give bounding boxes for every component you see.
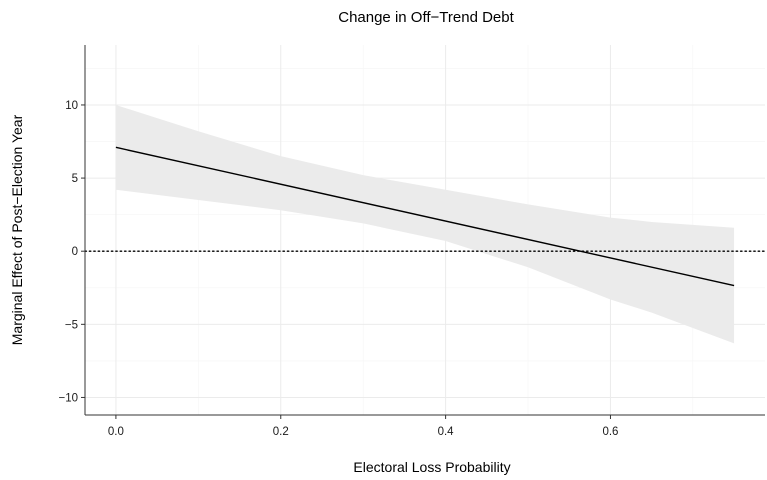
y-tick-label: 10 xyxy=(65,100,78,112)
series-line xyxy=(115,146,735,287)
confidence-band xyxy=(115,104,735,344)
x-tick-label: 0.4 xyxy=(438,426,455,438)
y-axis-title: Marginal Effect of Post−Election Year xyxy=(9,114,25,345)
plot-area xyxy=(84,45,766,415)
y-tick-label: −5 xyxy=(65,319,78,331)
axes: 10 5 0 −5 −10 0.0 0.2 0.4 0.6 xyxy=(58,45,765,438)
x-axis-title: Electoral Loss Probability xyxy=(353,459,510,475)
x-tick-label: 0.2 xyxy=(273,426,289,438)
y-tick-label: 0 xyxy=(72,246,78,258)
chart-title: Change in Off−Trend Debt xyxy=(338,9,514,26)
x-tick-label: 0.0 xyxy=(108,426,124,438)
y-tick-label: −10 xyxy=(58,392,78,404)
y-tick-label: 5 xyxy=(72,173,78,185)
x-tick-label: 0.6 xyxy=(602,426,618,438)
